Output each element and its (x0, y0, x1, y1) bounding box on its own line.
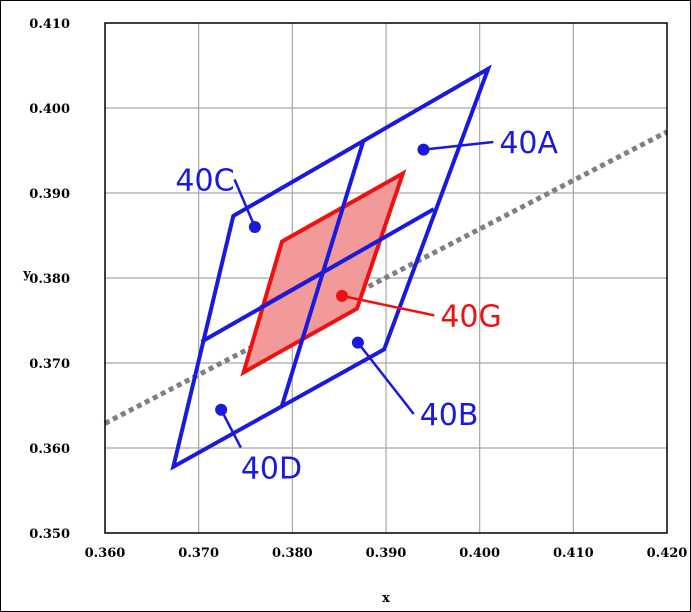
point-40b (351, 336, 364, 349)
x-tick-label: 0.390 (366, 546, 407, 561)
y-tick-label: 0.400 (29, 102, 70, 117)
y-tick-label: 0.360 (29, 442, 70, 457)
x-tick-label: 0.410 (553, 546, 594, 561)
x-tick-label: 0.400 (459, 546, 500, 561)
point-40g (335, 289, 348, 302)
dotted-reference-line (103, 129, 669, 426)
x-tick-label: 0.370 (178, 546, 219, 561)
label-40d: 40D (241, 452, 302, 487)
leader-line-40d (220, 409, 242, 449)
y-tick-label: 0.350 (29, 527, 70, 542)
region-40-divider (200, 207, 435, 344)
x-tick-label: 0.360 (85, 546, 126, 561)
tick-labels: 0.360 0.370 0.380 0.390 0.400 0.410 0.420 0.350… (29, 17, 687, 561)
point-40d (215, 403, 228, 416)
x-tick-label: 0.380 (272, 546, 313, 561)
y-axis-label: y (22, 267, 31, 282)
leader-line-40b (356, 341, 415, 415)
region-40-outline (170, 64, 492, 471)
points-layer: 40A 40B 40C 40D 40G (175, 126, 558, 487)
leader-line-40a (423, 140, 494, 151)
label-40b: 40B (420, 398, 479, 433)
leader-line-40g (341, 294, 435, 317)
point-40a (417, 143, 430, 156)
point-40c (248, 221, 261, 233)
y-tick-label: 0.390 (29, 187, 70, 202)
leader-line-40c (233, 178, 257, 228)
plot-area-border (104, 22, 668, 534)
dotted-line-layer (103, 129, 669, 426)
y-tick-label: 0.380 (29, 272, 70, 287)
y-tick-label: 0.370 (29, 357, 70, 372)
label-40g: 40G (440, 299, 501, 334)
region-40-divider (280, 139, 366, 407)
x-axis-label: x (382, 591, 390, 606)
label-40c: 40C (175, 163, 234, 198)
blue-region-layer (170, 64, 492, 471)
x-tick-label: 0.420 (647, 546, 688, 561)
label-40a: 40A (499, 126, 558, 161)
y-tick-label: 0.410 (29, 17, 70, 32)
